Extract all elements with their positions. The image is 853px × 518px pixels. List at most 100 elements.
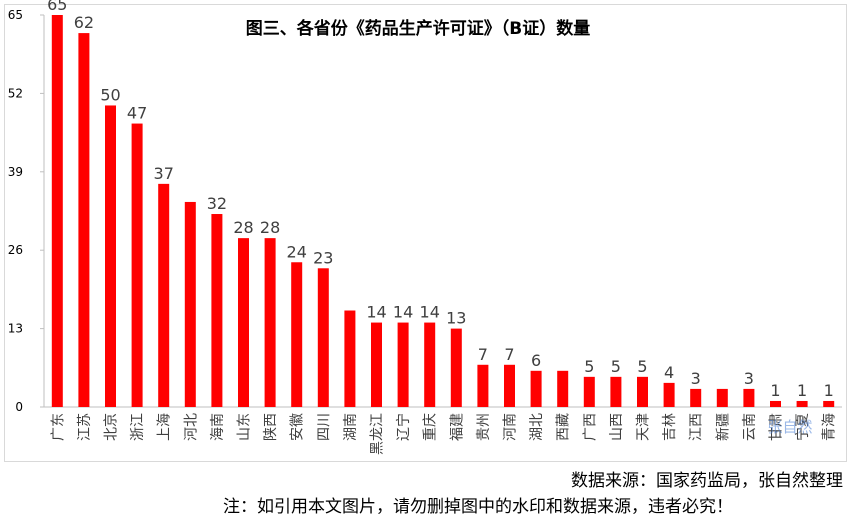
bar-value-label: 23	[313, 248, 333, 267]
bar-value-label: 14	[393, 303, 413, 322]
bar	[690, 388, 702, 407]
x-category-label: 湖南	[343, 413, 359, 441]
bar	[344, 310, 356, 407]
bar	[743, 388, 755, 407]
source-note: 数据来源：国家药监局，张自然整理	[571, 471, 843, 491]
bar	[796, 400, 808, 407]
x-category-label: 重庆	[423, 413, 439, 441]
bar-value-label: 3	[691, 369, 701, 388]
watermark: 张自然	[767, 418, 812, 436]
copyright-note: 注：如引用本文图片，请勿删掉图中的水印和数据来源，违者必究！	[223, 497, 733, 517]
bar	[424, 322, 436, 407]
bar-value-label: 28	[233, 218, 253, 237]
chart-title: 图三、各省份《药品生产许可证》（B证）数量	[246, 18, 590, 39]
bar-value-label: 3	[744, 369, 754, 388]
bar	[131, 123, 143, 408]
bar	[504, 364, 515, 407]
bar-value-label: 47	[127, 104, 147, 123]
bar-value-label: 1	[797, 381, 807, 400]
bar	[450, 328, 462, 407]
x-category-label: 湖北	[529, 413, 545, 441]
bar	[477, 364, 489, 407]
x-category-label: 天津	[636, 413, 652, 441]
x-category-label: 吉林	[662, 413, 678, 441]
y-tick-label: 39	[8, 165, 23, 179]
bar	[317, 268, 329, 407]
x-category-label: 黑龙江	[370, 413, 386, 455]
bar-value-label: 5	[611, 357, 621, 376]
bar	[264, 238, 276, 407]
bar-value-label: 32	[207, 194, 227, 213]
x-category-label: 安徽	[290, 413, 306, 441]
chart-frame	[4, 4, 847, 462]
bar-value-label: 50	[100, 85, 120, 104]
bar-value-label: 1	[770, 381, 780, 400]
bar	[371, 322, 382, 407]
bar	[51, 15, 63, 407]
y-tick-label: 0	[15, 400, 23, 414]
bar-value-label: 28	[260, 218, 280, 237]
x-category-label: 四川	[316, 413, 332, 441]
bars-group	[51, 15, 835, 408]
bar-value-label: 7	[504, 345, 514, 364]
bar-value-label: 5	[584, 357, 594, 376]
bar	[78, 33, 90, 407]
bar-value-label: 6	[531, 351, 541, 370]
bar	[770, 400, 781, 407]
bar	[291, 262, 303, 407]
x-axis-labels: 广东 江苏 北京 浙江 上海 河北 海南 山东 陕西 安徽 四川 湖南 黑龙江 辽宁 重庆 福建 贵州 河南 湖北西…	[50, 413, 837, 455]
bar-value-label: 4	[664, 363, 674, 382]
bar	[184, 201, 196, 407]
x-category-label: 贵州	[476, 413, 492, 441]
x-category-label: 广西	[582, 413, 598, 441]
bar-value-label: 14	[420, 303, 440, 322]
x-category-label: 河北	[183, 413, 199, 441]
bar	[557, 370, 569, 407]
x-category-label: 江苏	[77, 413, 93, 441]
x-category-label: 海南	[210, 413, 226, 441]
x-category-label: 北京	[104, 413, 120, 441]
x-category-label: 山西	[609, 413, 625, 441]
bar	[637, 376, 648, 407]
x-category-label: 辽宁	[395, 413, 412, 441]
x-category-label: 福建	[449, 413, 465, 441]
bar-value-label: 13	[446, 309, 466, 328]
x-category-label: 云南	[742, 413, 758, 441]
y-tick-label: 52	[8, 86, 23, 100]
y-tick-label: 26	[8, 243, 23, 257]
x-category-label: 上海	[157, 413, 173, 441]
bar	[610, 376, 622, 407]
y-tick-label: 65	[8, 8, 23, 22]
y-tick-label: 13	[8, 322, 23, 336]
x-category-label: 河南	[503, 413, 519, 441]
bar-value-label: 24	[287, 242, 307, 261]
bar-value-label: 14	[366, 303, 386, 322]
bar	[823, 400, 835, 407]
bar-value-label: 7	[478, 345, 488, 364]
bar	[211, 214, 223, 407]
bar-value-label: 62	[74, 13, 94, 32]
bar	[716, 388, 728, 407]
bar-value-label: 5	[637, 357, 647, 376]
bar	[583, 376, 595, 407]
bar	[530, 370, 542, 407]
x-category-label: 广东	[50, 413, 66, 441]
bar	[397, 322, 409, 407]
bar-value-label: 37	[154, 164, 174, 183]
x-category-label: 陕西	[263, 413, 279, 441]
x-category-label: 浙江	[130, 413, 146, 441]
x-category-label: 宁夏	[794, 413, 811, 441]
x-category-label: 西藏	[556, 413, 572, 441]
bar-value-label: 1	[824, 381, 834, 400]
bar-value-label: 65	[47, 0, 67, 14]
x-category-label: 新疆	[715, 413, 731, 441]
x-category-label: 江西	[689, 413, 705, 441]
x-category-label: 青海	[822, 413, 838, 441]
x-category-label: 山东	[237, 413, 253, 441]
bar	[663, 382, 675, 407]
bar	[105, 105, 116, 407]
bar	[238, 238, 249, 407]
